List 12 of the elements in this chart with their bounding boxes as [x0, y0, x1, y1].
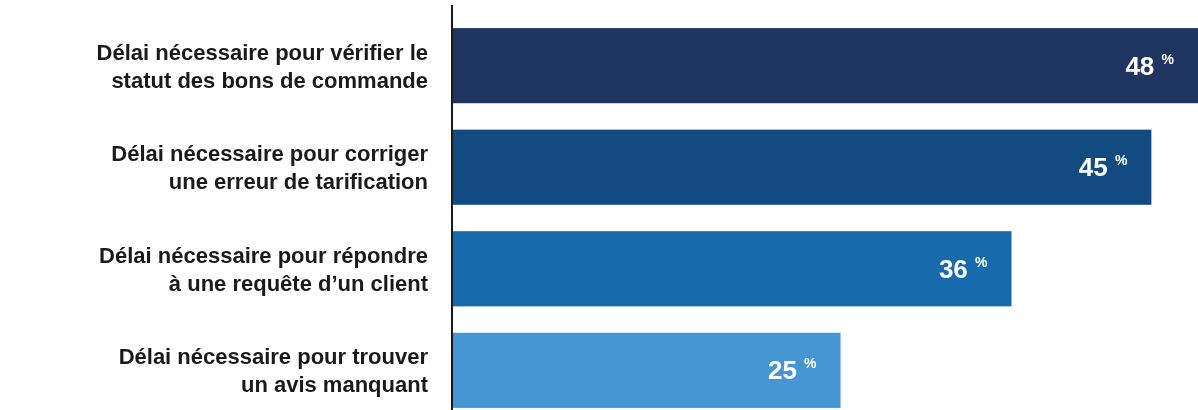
data-label: 36 $^{%}$ — [938, 253, 989, 284]
y-tick-label: Délai nécessaire pour vérifier le statut des bons de commande — [96, 39, 428, 93]
bar — [452, 231, 1012, 307]
y-tick-label: Délai nécessaire pour répondre à une requête d’un client — [99, 242, 429, 296]
bar — [452, 332, 841, 408]
data-label: 48 $^{%}$ — [1125, 50, 1175, 81]
y-tick-label: Délai nécessaire pour corriger une erreur de tarification — [111, 141, 429, 195]
y-tick-label: Délai nécessaire pour trouver un avis manquant — [118, 344, 429, 398]
data-label: 45 $^{%}$ — [1078, 152, 1128, 183]
bar — [452, 129, 1152, 205]
bar — [452, 28, 1198, 104]
data-label: 25 $^{%}$ — [767, 355, 818, 386]
